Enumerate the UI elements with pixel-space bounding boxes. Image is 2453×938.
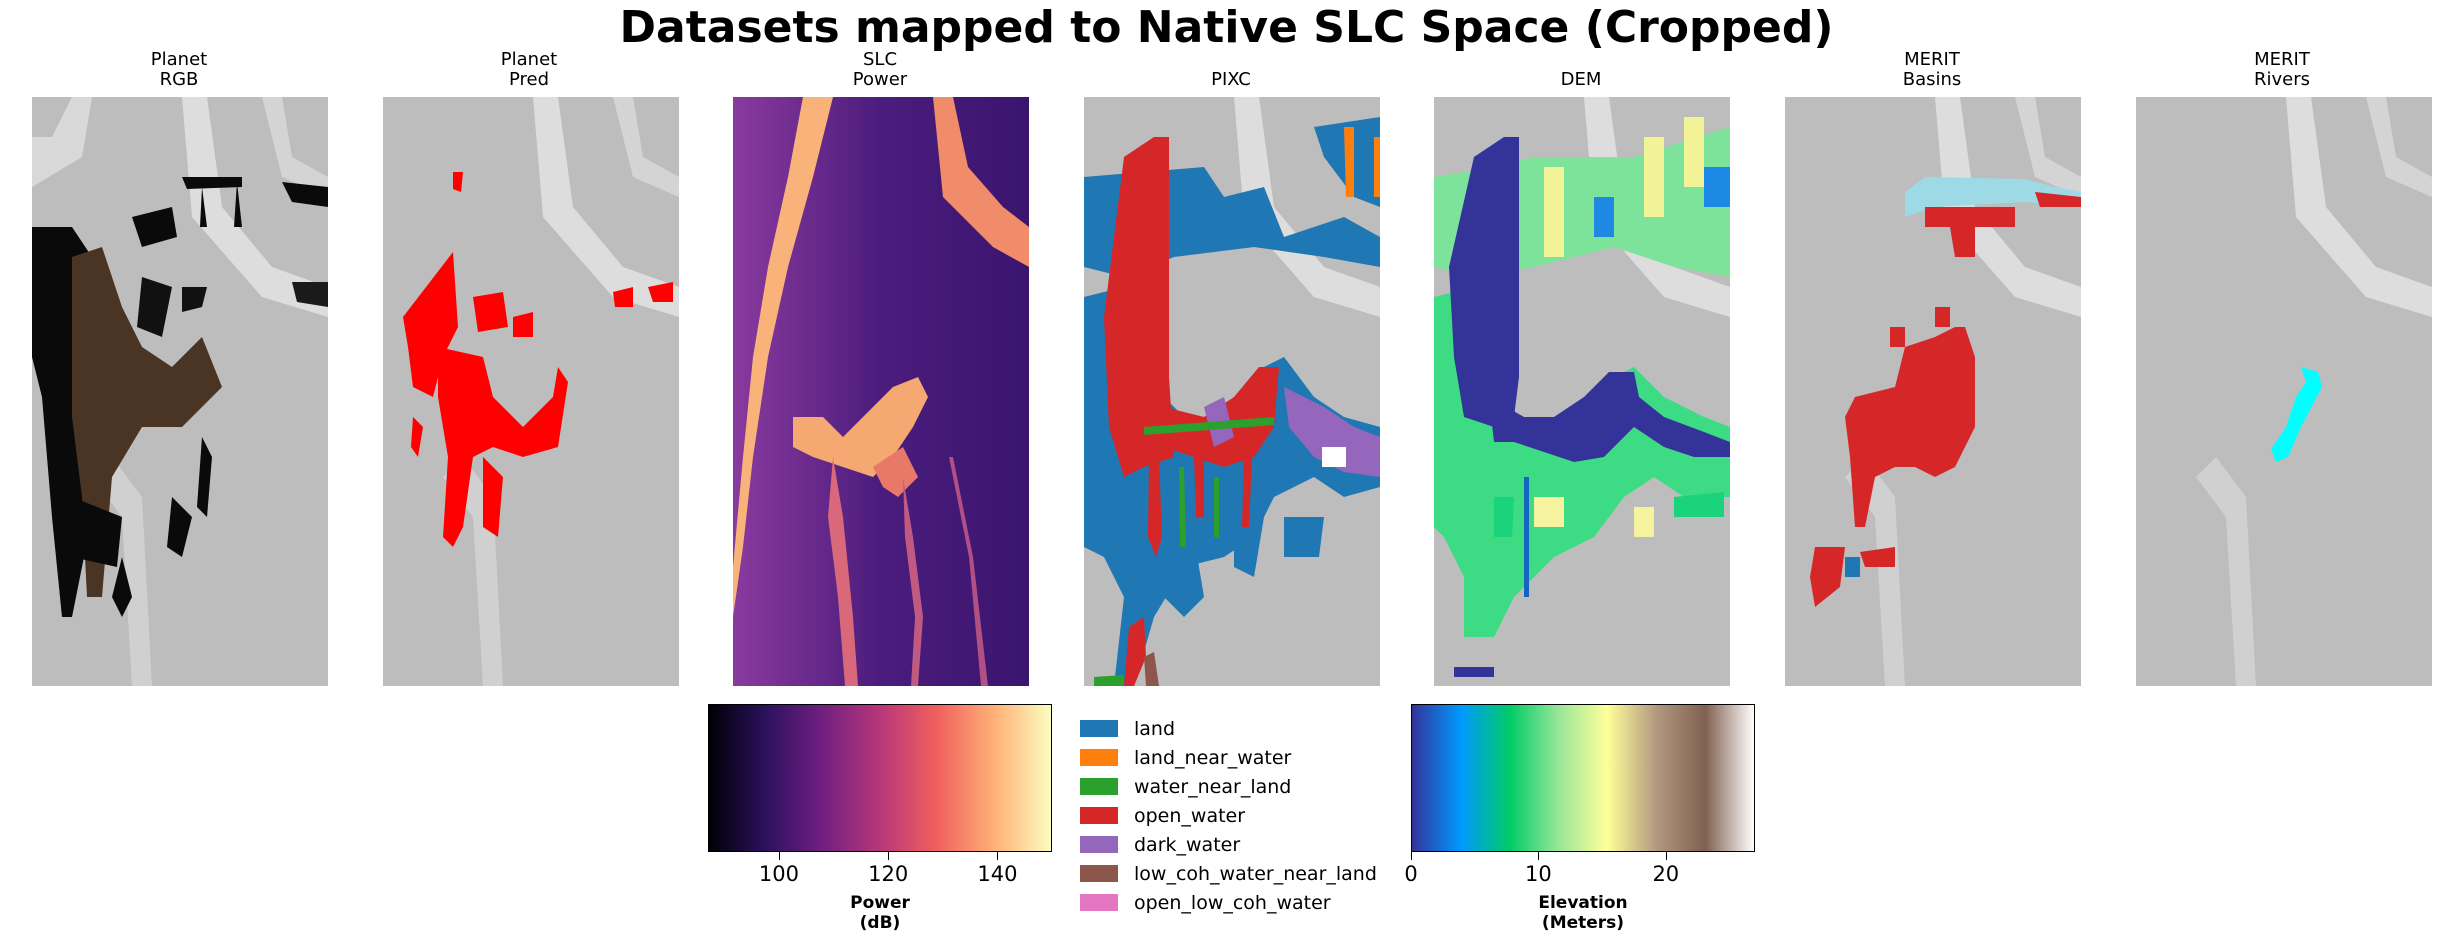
pixc-legend: land land_near_water water_near_land open_w…: [1080, 714, 1400, 917]
panel-title-pixc: PIXC: [1211, 69, 1251, 90]
panel-title-slc-power: SLC Power: [852, 49, 908, 90]
panel-title-merit-rivers: MERIT Rivers: [2253, 49, 2310, 90]
legend-item-dark_water: dark_water: [1080, 830, 1400, 859]
elevation-colorbar-label: Elevation (Meters): [1538, 893, 1628, 933]
legend-label: low_coh_water_near_land: [1134, 862, 1377, 885]
elevation-colorbar-tickmark: [1411, 852, 1412, 860]
power-colorbar-tick-label: 120: [868, 862, 909, 886]
legend-swatch: [1080, 720, 1118, 737]
legend-swatch: [1080, 749, 1118, 766]
panel-merit-basins: [1785, 97, 2081, 686]
elevation-colorbar: [1411, 704, 1755, 852]
legend-label: open_low_coh_water: [1134, 891, 1331, 914]
legend-item-water_near_land: water_near_land: [1080, 772, 1400, 801]
figure-title: Datasets mapped to Native SLC Space (Cro…: [619, 2, 1834, 53]
legend-swatch: [1080, 836, 1118, 853]
legend-label: dark_water: [1134, 833, 1241, 856]
legend-label: land_near_water: [1134, 746, 1292, 769]
panel-title-merit-basins: MERIT Basins: [1902, 49, 1962, 90]
elevation-colorbar-tickmark: [1538, 852, 1540, 860]
panel-title-dem: DEM: [1560, 69, 1602, 90]
power-colorbar-tick-label: 140: [977, 862, 1018, 886]
elevation-colorbar-tick-label: 20: [1652, 862, 1680, 886]
power-colorbar: [708, 704, 1052, 852]
power-colorbar-tick-label: 100: [758, 862, 800, 886]
panel-slc-power: [733, 97, 1029, 686]
legend-item-open_low_coh_water: open_low_coh_water: [1080, 888, 1400, 917]
legend-label: land: [1134, 717, 1176, 740]
elevation-colorbar-tickmark: [1665, 852, 1667, 860]
legend-item-open_water: open_water: [1080, 801, 1400, 830]
power-colorbar-tickmark: [888, 852, 890, 860]
legend-label: open_water: [1134, 804, 1246, 827]
legend-swatch: [1080, 894, 1118, 911]
legend-swatch: [1080, 778, 1118, 795]
panel-title-planet-rgb: Planet RGB: [150, 49, 208, 90]
panel-planet-pred: [383, 97, 679, 686]
elevation-colorbar-tick-label: 0: [1404, 862, 1418, 886]
power-colorbar-tickmark: [778, 852, 780, 860]
power-colorbar-tickmark: [997, 852, 999, 860]
legend-label: water_near_land: [1134, 775, 1292, 798]
legend-swatch: [1080, 807, 1118, 824]
panel-planet-rgb: [32, 97, 328, 686]
legend-item-land: land: [1080, 714, 1400, 743]
panel-pixc: [1084, 97, 1380, 686]
power-colorbar-label: Power (dB): [850, 893, 910, 933]
legend-item-low_coh_water_near_land: low_coh_water_near_land: [1080, 859, 1400, 888]
panel-merit-rivers: [2136, 97, 2432, 686]
legend-swatch: [1080, 865, 1118, 882]
legend-item-land_near_water: land_near_water: [1080, 743, 1400, 772]
elevation-colorbar-tick-label: 10: [1525, 862, 1552, 886]
panel-dem: [1434, 97, 1730, 686]
panel-title-planet-pred: Planet Pred: [500, 49, 558, 90]
